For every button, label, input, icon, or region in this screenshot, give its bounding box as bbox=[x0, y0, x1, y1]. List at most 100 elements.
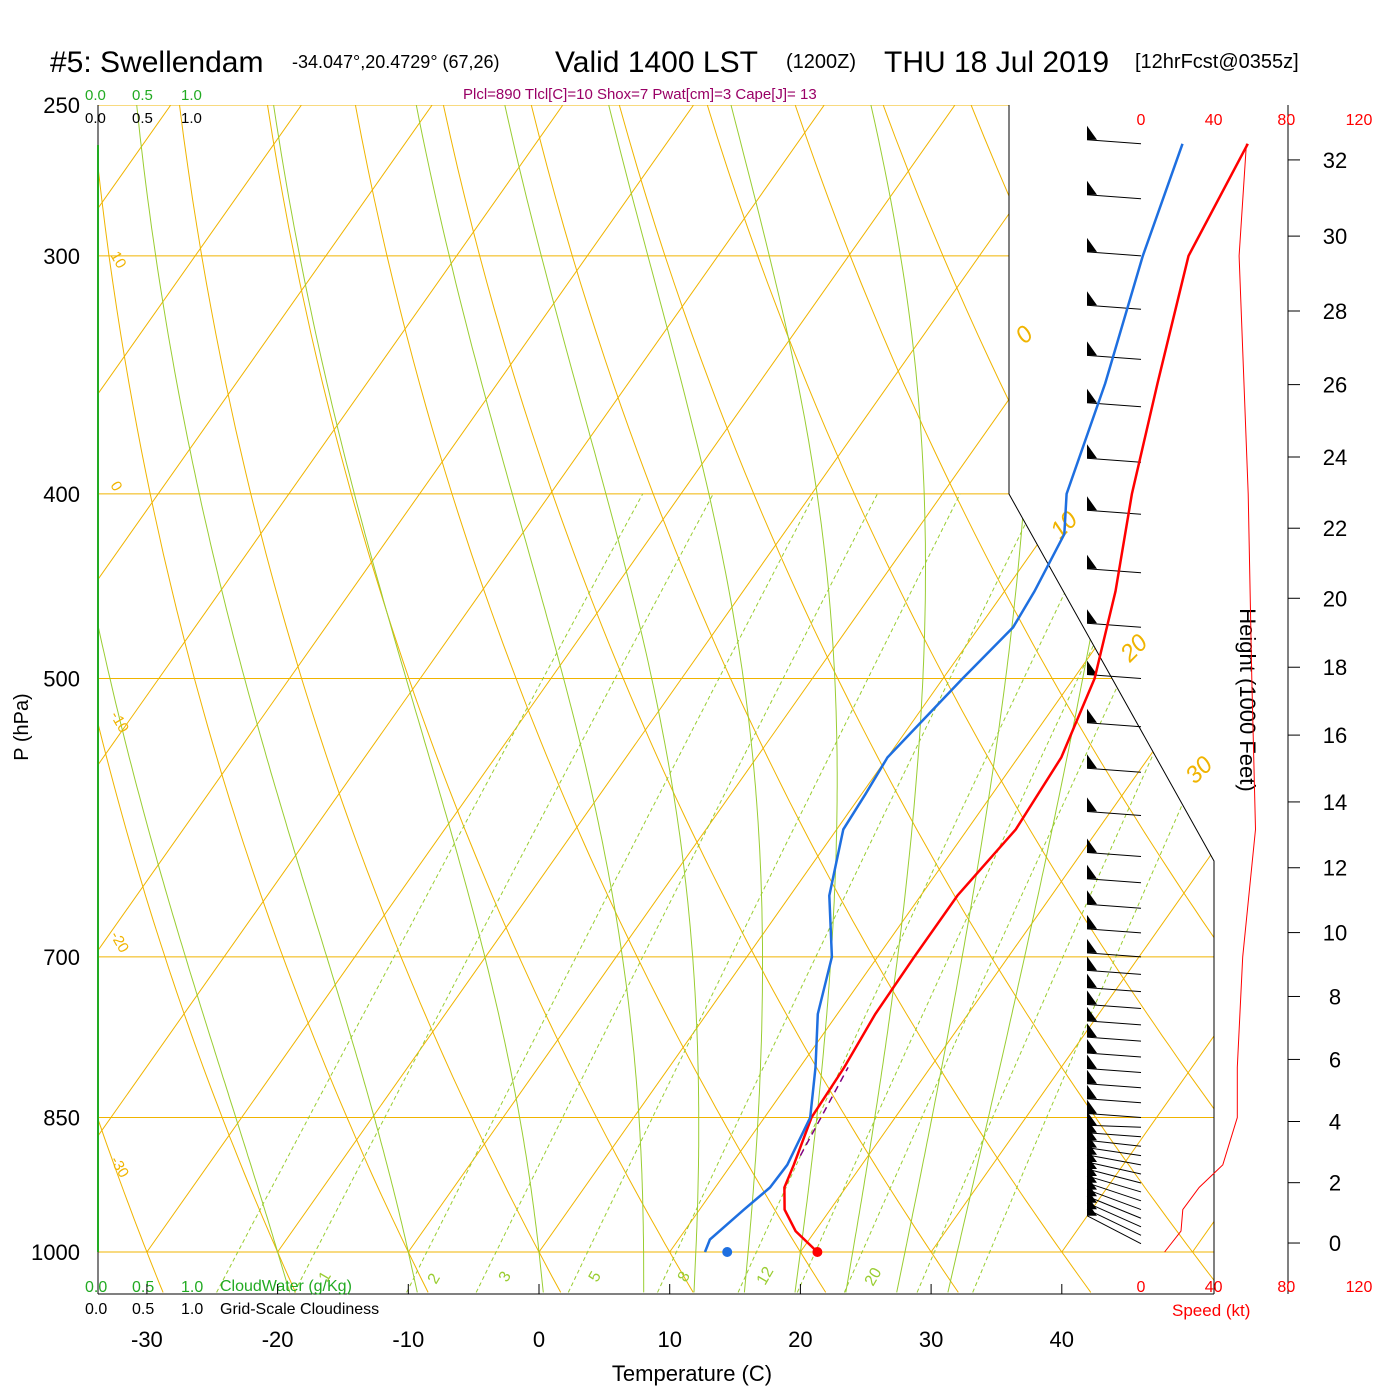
mixing-ratio-label-1: 2 bbox=[425, 1271, 444, 1287]
profile-parcel bbox=[799, 1067, 849, 1156]
cloud-scale-top-green-0: 0.0 bbox=[85, 87, 106, 104]
wind-barb-staff-950 bbox=[1086, 1189, 1142, 1211]
moist-adiabat-20 bbox=[721, 105, 838, 1293]
wind-barb-pennant-880 bbox=[1087, 1126, 1097, 1141]
wind-barb-staff-920 bbox=[1086, 1168, 1142, 1184]
pressure-label-300: 300 bbox=[43, 244, 80, 269]
mixing-ratio-8 bbox=[657, 493, 1041, 1293]
wind-barb-staff-930 bbox=[1086, 1175, 1142, 1193]
isotherm--100 bbox=[0, 105, 40, 1252]
wind-barb-staff-850 bbox=[1086, 1113, 1142, 1119]
wind-barb-pennant-775 bbox=[1087, 1023, 1097, 1038]
wind-barb-pennant-300 bbox=[1087, 237, 1097, 252]
wind-barb-staff-835 bbox=[1086, 1098, 1142, 1104]
utc-time: (1200Z) bbox=[786, 51, 856, 73]
x-tick-label--30: -30 bbox=[131, 1327, 163, 1352]
wind-barb-staff-910 bbox=[1086, 1161, 1142, 1175]
isotherm--40 bbox=[98, 105, 825, 1253]
wind-barb-staff-730 bbox=[1086, 987, 1142, 993]
wind-barb-pennant-680 bbox=[1087, 914, 1097, 929]
pressure-label-700: 700 bbox=[43, 945, 80, 970]
moist-adiabat-lines bbox=[98, 105, 1159, 1293]
wind-barb-staff-880 bbox=[1086, 1139, 1142, 1147]
temperature-ticks: -30 -20 -10 0 10 20 30 40 bbox=[131, 1284, 1074, 1352]
wind-barb-staff-760 bbox=[1086, 1020, 1142, 1026]
cloud-scale-bottom-black-2: 1.0 bbox=[181, 1301, 203, 1318]
height-tick-label-22: 22 bbox=[1323, 516, 1347, 541]
height-tick-label-12: 12 bbox=[1323, 856, 1347, 881]
mixing-ratio-lines bbox=[216, 493, 1214, 1293]
wind-barb-staff-300 bbox=[1086, 251, 1142, 257]
x-tick-label-40: 40 bbox=[1050, 1327, 1074, 1352]
pressure-label-1000: 1000 bbox=[31, 1240, 80, 1265]
dry-adiabat-40 bbox=[522, 105, 1092, 1293]
wind-barb-pennant-262 bbox=[1087, 125, 1097, 140]
wind-barb-staff-960 bbox=[1086, 1195, 1142, 1219]
wind-barb-staff-360 bbox=[1086, 402, 1142, 408]
dry-adiabat-60 bbox=[696, 105, 1214, 1293]
isotherm-label-0: 0 bbox=[1010, 320, 1039, 349]
isotherm-40 bbox=[1061, 105, 1214, 1253]
wind-barb-staff-890 bbox=[1086, 1147, 1142, 1157]
wind-barb-pennant-660 bbox=[1087, 890, 1097, 905]
x-tick-label--10: -10 bbox=[392, 1327, 424, 1352]
pressure-ticks: 250 300 400 500 700 850 1000 bbox=[31, 93, 80, 1265]
wind-barbs bbox=[1086, 125, 1142, 1245]
wind-barb-pennant-805 bbox=[1087, 1054, 1097, 1069]
height-tick-label-14: 14 bbox=[1323, 790, 1347, 815]
isotherm--80 bbox=[98, 105, 302, 1253]
pressure-label-400: 400 bbox=[43, 482, 80, 507]
wind-barb-pennant-530 bbox=[1087, 708, 1097, 723]
mixing-ratio-28 bbox=[916, 493, 1214, 1293]
wind-barb-staff-805 bbox=[1086, 1068, 1142, 1074]
dry-adiabat-100 bbox=[1044, 105, 1214, 1293]
dry-adiabat-10 bbox=[261, 105, 694, 1293]
wind-barb-pennant-850 bbox=[1087, 1099, 1097, 1114]
mixing-ratio-36 bbox=[972, 493, 1214, 1293]
speed-axis-title: Speed (kt) bbox=[1172, 1301, 1250, 1320]
cloudwater-label: CloudWater (g/Kg) bbox=[220, 1278, 352, 1295]
wind-barb-pennant-715 bbox=[1087, 956, 1097, 971]
mixing-ratio-label-3: 5 bbox=[586, 1269, 605, 1285]
mixing-ratio-0.6 bbox=[216, 493, 644, 1293]
wind-barb-pennant-870 bbox=[1087, 1118, 1097, 1133]
wind-barb-staff-470 bbox=[1086, 622, 1142, 628]
dry-adiabat-0 bbox=[175, 105, 562, 1293]
profile-dewpoint bbox=[703, 143, 1184, 1253]
height-tick-label-24: 24 bbox=[1323, 445, 1347, 470]
wind-barb-pennant-385 bbox=[1087, 444, 1097, 459]
speed-bottom-label-0: 0 bbox=[1137, 1279, 1146, 1296]
sounding-profiles bbox=[703, 143, 1249, 1257]
moist-adiabat--20 bbox=[98, 105, 291, 1293]
mixing-ratio-label-4: 8 bbox=[675, 1269, 694, 1285]
wind-barb-pennant-360 bbox=[1087, 388, 1097, 403]
wind-barb-pennant-590 bbox=[1087, 797, 1097, 812]
moist-adiabat-16 bbox=[600, 105, 763, 1293]
x-tick-label--20: -20 bbox=[262, 1327, 294, 1352]
dry-adiabat-30 bbox=[435, 105, 959, 1293]
cloud-scale-top-green-1: 0.5 bbox=[132, 87, 153, 104]
wind-barb-staff-410 bbox=[1086, 509, 1142, 515]
isotherm--30 bbox=[146, 105, 956, 1253]
wind-barb-staff-715 bbox=[1086, 969, 1142, 975]
height-tick-label-30: 30 bbox=[1323, 224, 1347, 249]
wind-barb-pennant-730 bbox=[1087, 973, 1097, 988]
x-tick-label-0: 0 bbox=[533, 1327, 545, 1352]
isotherm--20 bbox=[277, 105, 1087, 1253]
dry-adiabat-80 bbox=[870, 105, 1214, 1293]
surface-point-temperature bbox=[812, 1247, 823, 1257]
isotherm-10 bbox=[669, 105, 1214, 1253]
wind-barb-pennant-280 bbox=[1087, 180, 1097, 195]
wind-barb-staff-790 bbox=[1086, 1052, 1142, 1058]
wind-barb-pennant-340 bbox=[1087, 341, 1097, 356]
wind-barb-staff-820 bbox=[1086, 1083, 1142, 1089]
height-tick-label-16: 16 bbox=[1323, 723, 1347, 748]
pressure-label-500: 500 bbox=[43, 667, 80, 692]
dry-adiabat--10 bbox=[98, 105, 429, 1293]
cloud-scale-bottom-black-1: 0.5 bbox=[132, 1301, 154, 1318]
speed-bottom-label-120: 120 bbox=[1346, 1279, 1373, 1296]
isotherm-50 bbox=[1192, 105, 1214, 1253]
wind-barb-staff-320 bbox=[1086, 304, 1142, 310]
